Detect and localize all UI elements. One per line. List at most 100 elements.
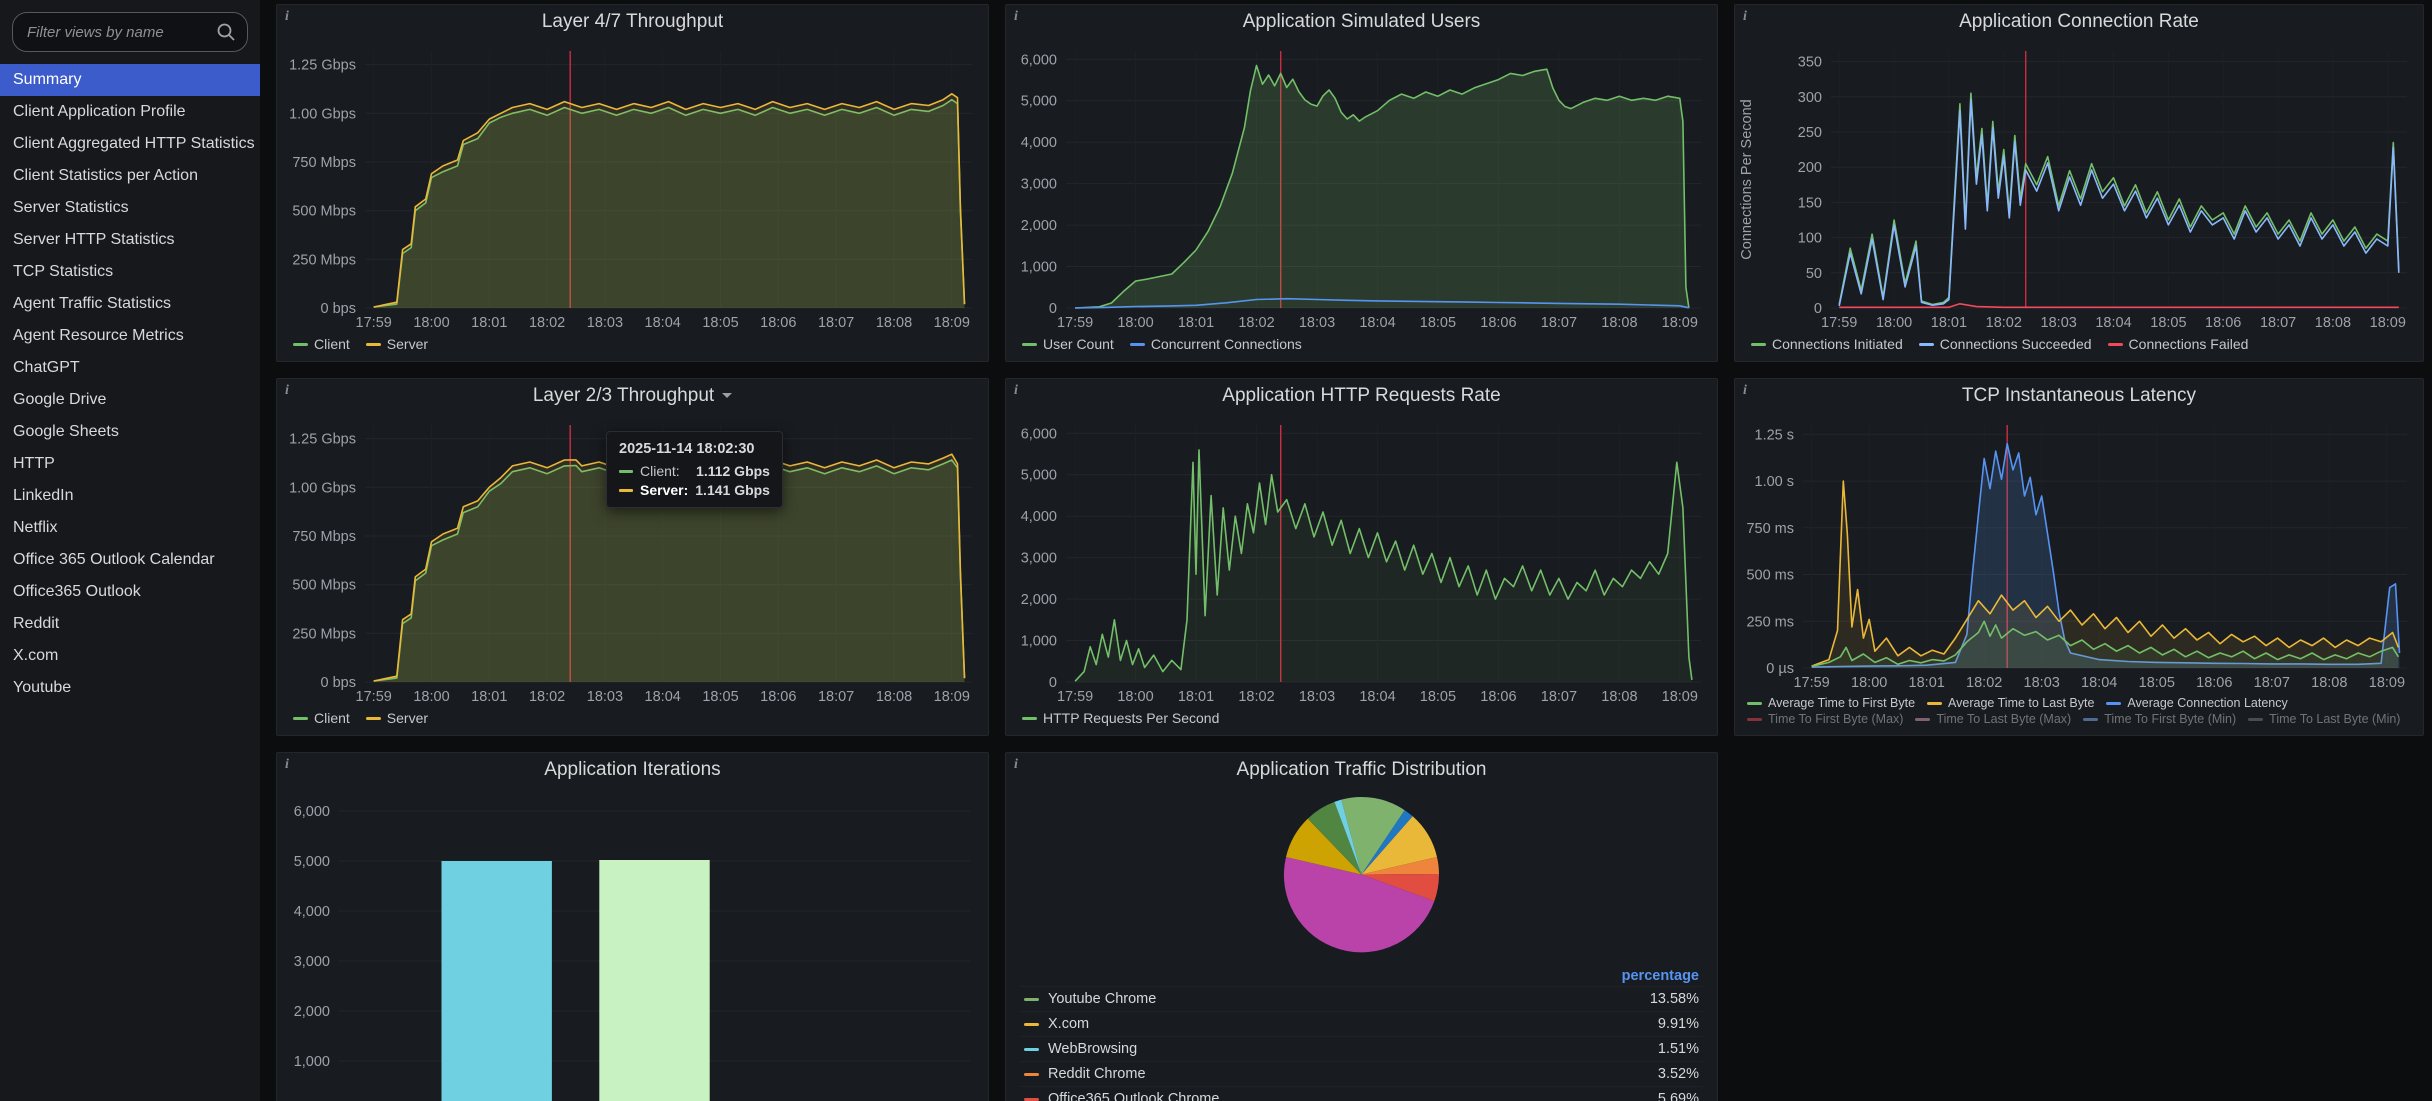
connection-rate-chart[interactable]: 05010015020025030035017:5918:0018:0118:0… bbox=[1735, 39, 2423, 334]
sidebar-item-office365-outlook[interactable]: Office365 Outlook bbox=[0, 576, 260, 608]
svg-text:18:06: 18:06 bbox=[760, 689, 796, 705]
panel-info-icon[interactable] bbox=[1014, 757, 1030, 773]
timeseries-plot[interactable]: 01,0002,0003,0004,0005,0006,00017:5918:0… bbox=[1006, 39, 1717, 334]
legend-item[interactable]: Average Time to First Byte bbox=[1747, 696, 1915, 710]
bar-plot[interactable]: 01,0002,0003,0004,0005,0006,000 bbox=[277, 787, 988, 1101]
table-row[interactable]: Office365 Outlook Chrome5.69% bbox=[1020, 1086, 1703, 1101]
simulated-users-chart[interactable]: 01,0002,0003,0004,0005,0006,00017:5918:0… bbox=[1006, 39, 1717, 334]
sidebar-item-chatgpt[interactable]: ChatGPT bbox=[0, 352, 260, 384]
http-requests-rate-chart[interactable]: 01,0002,0003,0004,0005,0006,00017:5918:0… bbox=[1006, 413, 1717, 708]
legend-item[interactable]: Client bbox=[293, 336, 350, 352]
panel-info-icon[interactable] bbox=[285, 9, 301, 25]
panel-info-icon[interactable] bbox=[1743, 383, 1759, 399]
sidebar-item-client-aggregated-http-statistics[interactable]: Client Aggregated HTTP Statistics bbox=[0, 128, 260, 160]
legend-marker bbox=[366, 343, 381, 346]
panel-info-icon[interactable] bbox=[1743, 9, 1759, 25]
panel-title[interactable]: Layer 4/7 Throughput bbox=[542, 11, 723, 33]
legend-item[interactable]: Time To First Byte (Min) bbox=[2083, 712, 2236, 726]
sidebar-item-linkedin[interactable]: LinkedIn bbox=[0, 480, 260, 512]
sidebar-item-client-statistics-per-action[interactable]: Client Statistics per Action bbox=[0, 160, 260, 192]
legend-marker bbox=[293, 343, 308, 346]
legend-item[interactable]: Average Connection Latency bbox=[2106, 696, 2287, 710]
timeseries-plot[interactable]: 01,0002,0003,0004,0005,0006,00017:5918:0… bbox=[1006, 413, 1717, 708]
sidebar-item-agent-traffic-statistics[interactable]: Agent Traffic Statistics bbox=[0, 288, 260, 320]
chevron-down-icon[interactable] bbox=[722, 393, 732, 398]
panel-info-icon[interactable] bbox=[285, 383, 301, 399]
panel-title[interactable]: Application Traffic Distribution bbox=[1237, 759, 1487, 781]
panel-header: Application HTTP Requests Rate bbox=[1006, 379, 1717, 413]
panel-title[interactable]: Application Connection Rate bbox=[1959, 11, 2199, 33]
panel-title[interactable]: TCP Instantaneous Latency bbox=[1962, 385, 2196, 407]
legend-item[interactable]: Connections Succeeded bbox=[1919, 336, 2092, 352]
panel-header: Layer 2/3 Throughput bbox=[277, 379, 988, 413]
sidebar-item-reddit[interactable]: Reddit bbox=[0, 608, 260, 640]
pie-plot[interactable] bbox=[1006, 787, 1717, 962]
sidebar-item-summary[interactable]: Summary bbox=[0, 64, 260, 96]
svg-text:18:02: 18:02 bbox=[1238, 689, 1274, 705]
panel-info-icon[interactable] bbox=[1014, 9, 1030, 25]
sidebar-item-tcp-statistics[interactable]: TCP Statistics bbox=[0, 256, 260, 288]
traffic-distribution-pie[interactable] bbox=[1006, 787, 1717, 962]
legend-item[interactable]: Client bbox=[293, 710, 350, 726]
svg-text:250 ms: 250 ms bbox=[1746, 614, 1794, 630]
panel-title[interactable]: Application Simulated Users bbox=[1243, 11, 1481, 33]
legend-label: Client bbox=[314, 336, 350, 352]
legend-item[interactable]: Server bbox=[366, 710, 428, 726]
timeseries-plot[interactable]: 05010015020025030035017:5918:0018:0118:0… bbox=[1735, 39, 2423, 334]
legend-item[interactable]: Concurrent Connections bbox=[1130, 336, 1302, 352]
percentage-column-header[interactable]: percentage bbox=[1622, 968, 1699, 984]
layer47-chart[interactable]: 0 bps250 Mbps500 Mbps750 Mbps1.00 Gbps1.… bbox=[277, 39, 988, 334]
svg-text:18:03: 18:03 bbox=[1299, 315, 1335, 331]
sidebar-item-server-statistics[interactable]: Server Statistics bbox=[0, 192, 260, 224]
sidebar-item-google-drive[interactable]: Google Drive bbox=[0, 384, 260, 416]
sidebar-item-netflix[interactable]: Netflix bbox=[0, 512, 260, 544]
svg-text:0 bps: 0 bps bbox=[321, 675, 356, 691]
sidebar-item-http[interactable]: HTTP bbox=[0, 448, 260, 480]
legend-item[interactable]: Server bbox=[366, 336, 428, 352]
svg-text:5,000: 5,000 bbox=[1021, 94, 1057, 110]
timeseries-plot[interactable]: 0 µs250 ms500 ms750 ms1.00 s1.25 s17:591… bbox=[1735, 413, 2423, 694]
legend-marker bbox=[1130, 343, 1145, 346]
panel-title[interactable]: Application HTTP Requests Rate bbox=[1222, 385, 1500, 407]
svg-text:17:59: 17:59 bbox=[1793, 675, 1829, 691]
timeseries-plot[interactable]: 0 bps250 Mbps500 Mbps750 Mbps1.00 Gbps1.… bbox=[277, 39, 988, 334]
legend-label: Time To Last Byte (Min) bbox=[2269, 712, 2400, 726]
layer23-chart[interactable]: 0 bps250 Mbps500 Mbps750 Mbps1.00 Gbps1.… bbox=[277, 413, 988, 708]
legend-item[interactable]: HTTP Requests Per Second bbox=[1022, 710, 1219, 726]
panel-header: Layer 4/7 Throughput bbox=[277, 5, 988, 39]
series-percentage: 1.51% bbox=[1658, 1041, 1699, 1057]
legend-item[interactable]: Connections Initiated bbox=[1751, 336, 1903, 352]
legend-item[interactable]: User Count bbox=[1022, 336, 1114, 352]
svg-text:1.00 Gbps: 1.00 Gbps bbox=[289, 106, 356, 122]
sidebar-item-google-sheets[interactable]: Google Sheets bbox=[0, 416, 260, 448]
svg-text:18:00: 18:00 bbox=[1876, 315, 1912, 331]
table-row[interactable]: X.com9.91% bbox=[1020, 1011, 1703, 1036]
sidebar-item-youtube[interactable]: Youtube bbox=[0, 672, 260, 704]
svg-text:18:00: 18:00 bbox=[413, 315, 449, 331]
legend-item[interactable]: Time To Last Byte (Min) bbox=[2248, 712, 2400, 726]
legend-item[interactable]: Time To Last Byte (Max) bbox=[1915, 712, 2071, 726]
svg-text:18:04: 18:04 bbox=[645, 315, 681, 331]
sidebar-item-agent-resource-metrics[interactable]: Agent Resource Metrics bbox=[0, 320, 260, 352]
filter-views-input[interactable] bbox=[12, 12, 248, 52]
legend-item[interactable]: Average Time to Last Byte bbox=[1927, 696, 2094, 710]
panel-info-icon[interactable] bbox=[1014, 383, 1030, 399]
tcp-latency-chart[interactable]: 0 µs250 ms500 ms750 ms1.00 s1.25 s17:591… bbox=[1735, 413, 2423, 694]
panel-info-icon[interactable] bbox=[285, 757, 301, 773]
sidebar-item-office-365-outlook-calendar[interactable]: Office 365 Outlook Calendar bbox=[0, 544, 260, 576]
legend-item[interactable]: Time To First Byte (Max) bbox=[1747, 712, 1903, 726]
panel-title[interactable]: Application Iterations bbox=[544, 759, 720, 781]
sidebar-item-client-application-profile[interactable]: Client Application Profile bbox=[0, 96, 260, 128]
table-row[interactable]: Reddit Chrome3.52% bbox=[1020, 1061, 1703, 1086]
panel-title[interactable]: Layer 2/3 Throughput bbox=[533, 385, 732, 407]
sidebar-item-server-http-statistics[interactable]: Server HTTP Statistics bbox=[0, 224, 260, 256]
table-row[interactable]: Youtube Chrome13.58% bbox=[1020, 986, 1703, 1011]
iterations-chart[interactable]: 01,0002,0003,0004,0005,0006,000 bbox=[277, 787, 988, 1101]
legend-marker bbox=[1927, 702, 1942, 705]
sidebar-item-x-com[interactable]: X.com bbox=[0, 640, 260, 672]
table-row[interactable]: WebBrowsing1.51% bbox=[1020, 1036, 1703, 1061]
legend-item[interactable]: Connections Failed bbox=[2108, 336, 2249, 352]
table-header[interactable]: percentage bbox=[1020, 964, 1703, 986]
svg-text:3,000: 3,000 bbox=[294, 954, 330, 970]
tooltip-series-value: 1.141 Gbps bbox=[695, 482, 770, 498]
